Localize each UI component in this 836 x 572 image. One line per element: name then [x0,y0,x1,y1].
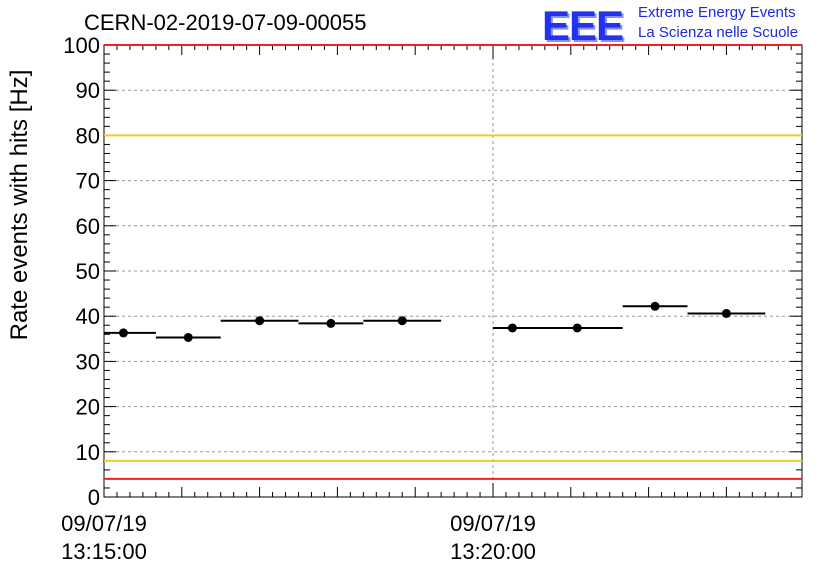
data-point-2 [255,316,265,326]
y-tick-label-90: 90 [76,78,100,103]
data-point-7 [650,301,660,311]
x-tick-date-0: 09/07/19 [61,511,147,536]
data-point-4 [397,316,407,326]
y-tick-label-80: 80 [76,123,100,148]
x-tick-time-1: 13:20:00 [450,539,536,564]
y-axis-label: Rate events with hits [Hz] [6,69,33,341]
y-tick-label-70: 70 [76,169,100,194]
data-point-3 [326,318,336,328]
y-tick-label-10: 10 [76,440,100,465]
y-tick-label-60: 60 [76,214,100,239]
data-point-1 [183,332,193,342]
eee-logo-mark: EEE [542,2,624,49]
y-tick-label-50: 50 [76,259,100,284]
data-point-8 [721,308,731,318]
y-tick-label-20: 20 [76,395,100,420]
y-tick-label-30: 30 [76,349,100,374]
data-point-6 [572,323,582,333]
chart-title: CERN-02-2019-07-09-00055 [84,10,367,35]
data-point-0 [118,328,128,338]
y-tick-label-40: 40 [76,304,100,329]
x-tick-label-1: 09/07/19 13:20:00 [450,510,536,566]
data-point-5 [507,323,517,333]
x-tick-time-0: 13:15:00 [61,539,147,564]
y-tick-label-0: 0 [88,485,100,510]
x-tick-date-1: 09/07/19 [450,511,536,536]
x-tick-label-0: 09/07/19 13:15:00 [61,510,147,566]
eee-logo-line-1: Extreme Energy Events [638,4,796,21]
eee-logo-line-2: La Scienza nelle Scuole [638,24,799,41]
y-tick-label-100: 100 [63,33,100,58]
